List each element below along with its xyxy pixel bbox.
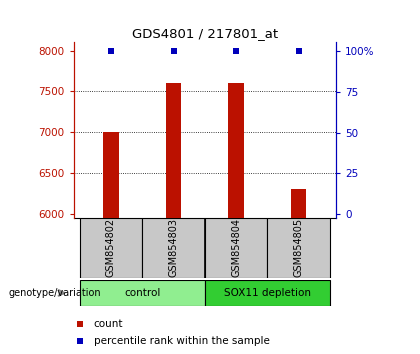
Bar <box>291 189 306 218</box>
Bar <box>228 83 244 218</box>
Text: GSM854803: GSM854803 <box>168 218 178 277</box>
Text: genotype/variation: genotype/variation <box>8 288 101 298</box>
Text: SOX11 depletion: SOX11 depletion <box>224 288 311 298</box>
Bar <box>165 83 181 218</box>
FancyBboxPatch shape <box>80 218 142 278</box>
Text: GSM854805: GSM854805 <box>294 218 304 278</box>
FancyBboxPatch shape <box>205 280 330 306</box>
Text: GSM854802: GSM854802 <box>106 218 116 278</box>
FancyBboxPatch shape <box>205 218 267 278</box>
Bar <box>103 132 119 218</box>
Text: control: control <box>124 288 160 298</box>
Text: count: count <box>94 319 123 329</box>
Title: GDS4801 / 217801_at: GDS4801 / 217801_at <box>132 27 278 40</box>
FancyBboxPatch shape <box>142 218 205 278</box>
FancyBboxPatch shape <box>267 218 330 278</box>
Text: GSM854804: GSM854804 <box>231 218 241 277</box>
FancyBboxPatch shape <box>80 280 205 306</box>
Text: percentile rank within the sample: percentile rank within the sample <box>94 336 270 346</box>
